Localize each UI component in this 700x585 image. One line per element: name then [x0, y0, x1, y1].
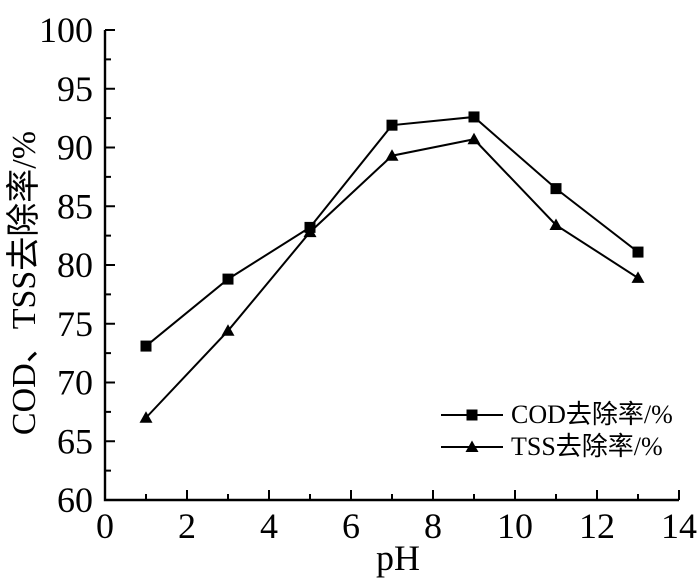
tick-labels: 60 65 70 75 80 85 90 95 100 0 2 4 6 8 10 12 14 — [39, 10, 697, 546]
legend-label-tss: TSS去除率/% — [511, 432, 663, 461]
y-tick-label: 95 — [57, 69, 93, 109]
triangle-data-marker — [385, 149, 399, 161]
x-axis-label: pH — [376, 538, 420, 578]
square-data-marker — [222, 273, 234, 285]
square-data-marker — [386, 119, 398, 131]
x-tick-label: 0 — [96, 506, 114, 546]
legend-item-tss: TSS去除率/% — [440, 431, 673, 463]
square-data-marker — [632, 246, 644, 258]
y-tick-label: 65 — [57, 421, 93, 461]
triangle-data-marker — [221, 324, 235, 336]
cod-series — [140, 111, 644, 352]
legend-item-cod: COD去除率/% — [440, 399, 673, 431]
series-line — [145, 138, 639, 419]
square-data-marker — [550, 183, 562, 195]
y-tick-label: 100 — [39, 10, 93, 50]
cod-square-legend-marker-icon — [441, 409, 503, 421]
y-axis-label: COD、TSS去除率/% — [6, 130, 43, 436]
legend: COD去除率/% TSS去除率/% — [440, 399, 673, 463]
y-tick-label: 90 — [57, 128, 93, 168]
tss-triangle-legend-marker-icon — [441, 440, 503, 452]
x-tick-label: 2 — [178, 506, 196, 546]
x-tick-label: 4 — [260, 506, 278, 546]
y-tick-label: 60 — [57, 480, 93, 520]
x-tick-label: 6 — [342, 506, 360, 546]
triangle-data-marker — [303, 225, 317, 238]
triangle-data-marker — [549, 218, 563, 231]
x-tick-label: 8 — [424, 506, 442, 546]
square-data-marker — [468, 111, 480, 123]
y-tick-label: 80 — [57, 245, 93, 285]
square-data-marker — [140, 340, 152, 352]
y-tick-label: 75 — [57, 304, 93, 344]
axis-ticks — [104, 29, 680, 501]
y-tick-label: 85 — [57, 186, 93, 226]
x-tick-label: 10 — [497, 506, 533, 546]
triangle-data-marker — [139, 411, 153, 423]
tss-series — [139, 132, 645, 423]
y-tick-label: 70 — [57, 363, 93, 403]
triangle-data-marker — [467, 132, 481, 145]
x-tick-label: 12 — [579, 506, 615, 546]
legend-label-cod: COD去除率/% — [511, 400, 673, 429]
x-tick-label: 14 — [661, 506, 697, 546]
triangle-data-marker — [631, 271, 645, 283]
